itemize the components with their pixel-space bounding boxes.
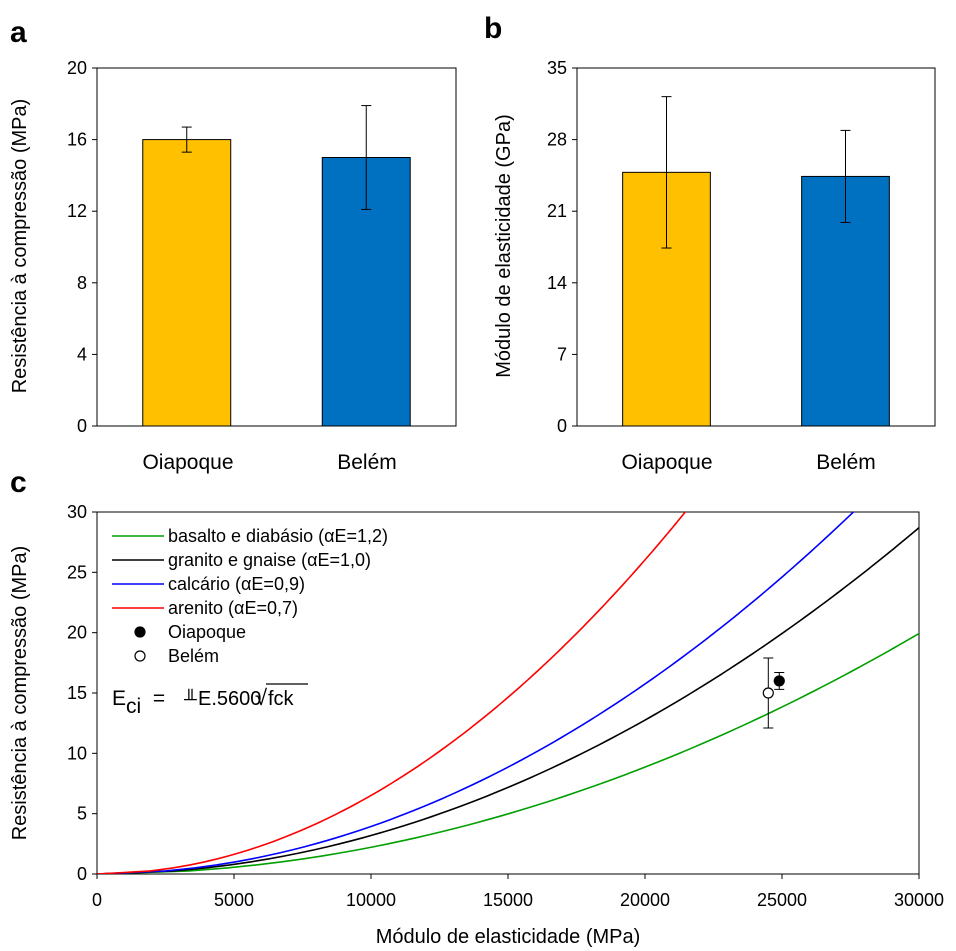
b-ytick-label-4: 28	[547, 130, 567, 150]
c-ytick-label-0: 0	[77, 864, 87, 884]
panel-c-formula: E ci = ╨ E.5600 √ fck	[112, 683, 308, 718]
panel-a-y-axis-label: Resistência à compressão (MPa)	[9, 99, 31, 394]
panel-label-a: a	[10, 16, 27, 49]
a-ytick-label-0: 0	[77, 416, 87, 436]
panel-c-x-ticks: 0 5000 10000 15000 20000 25000 30000	[92, 874, 944, 910]
a-ytick-label-3: 12	[67, 201, 87, 221]
c-curve-3	[97, 512, 687, 874]
c-point-0	[773, 675, 785, 687]
formula-ci: ci	[126, 695, 141, 718]
panel-a-category-1: Belém	[337, 451, 397, 474]
c-legend-label-3: arenito (αE=0,7)	[168, 598, 298, 618]
a-ytick-label-2: 8	[77, 273, 87, 293]
c-legend-marker-1	[134, 650, 146, 662]
c-legend-marker-0	[134, 626, 146, 638]
b-ytick-label-2: 14	[547, 273, 567, 293]
a-ytick-label-1: 4	[77, 344, 87, 364]
panel-c-x-axis-label: Módulo de elasticidade (MPa)	[376, 926, 641, 948]
c-xtick-label-4: 20000	[620, 890, 670, 910]
c-ytick-label-4: 20	[67, 623, 87, 643]
c-xtick-label-0: 0	[92, 890, 102, 910]
c-xtick-label-6: 30000	[894, 890, 944, 910]
b-ytick-label-3: 21	[547, 201, 567, 221]
panel-b-bars	[622, 171, 890, 427]
c-xtick-label-5: 25000	[757, 890, 807, 910]
a-ytick-label-5: 20	[67, 58, 87, 78]
c-ytick-label-5: 25	[67, 562, 87, 582]
formula-sqrt-symbol: √	[255, 685, 268, 710]
c-curve-1	[97, 526, 919, 874]
panel-a-plot-frame	[96, 67, 457, 427]
panel-c-curves	[97, 512, 919, 874]
formula-body: E.5600	[198, 688, 261, 710]
c-curve-2	[97, 512, 855, 874]
c-legend-point-label-1: Belém	[168, 646, 219, 666]
panel-b-y-axis-label: Módulo de elasticidade (GPa)	[493, 114, 515, 377]
c-ytick-label-2: 10	[67, 743, 87, 763]
panel-c-legend: basalto e diabásio (αE=1,2) granito e gna…	[112, 526, 388, 666]
panel-c-points	[762, 657, 785, 729]
formula-equals: =	[147, 687, 171, 710]
panel-c-y-axis-label: Resistência à compressão (MPa)	[9, 546, 31, 841]
a-bar-0	[142, 139, 232, 427]
panel-c-y-ticks: 0 5 10 15 20 25 30	[67, 502, 97, 884]
c-point-1	[762, 687, 774, 699]
c-curve-0	[97, 632, 919, 874]
c-ytick-label-3: 15	[67, 683, 87, 703]
panel-a-y-ticks: 0 4 8 12 16 20	[67, 58, 97, 436]
panel-a-category-0: Oiapoque	[142, 451, 233, 474]
b-ytick-label-0: 0	[557, 416, 567, 436]
panel-b-plot-frame	[576, 67, 936, 427]
panel-b-chart: 0 7 14 21 28 35 Oiapoque Belém Módulo de elas…	[493, 58, 936, 474]
c-ytick-label-1: 5	[77, 804, 87, 824]
c-ytick-label-6: 30	[67, 502, 87, 522]
a-ytick-label-4: 16	[67, 130, 87, 150]
panel-b-error-bars	[661, 96, 851, 249]
formula-fck: fck	[268, 688, 295, 710]
c-legend-label-1: granito e gnaise (αE=1,0)	[168, 550, 371, 570]
b-ytick-label-5: 35	[547, 58, 567, 78]
panel-b-y-ticks: 0 7 14 21 28 35	[547, 58, 577, 436]
c-legend-label-2: calcário (αE=0,9)	[168, 574, 305, 594]
panel-a-chart: 0 4 8 12 16 20 Oiapoque Belém Resistência à c…	[9, 58, 457, 474]
panel-c-chart: 0 5 10 15 20 25 30 0 5000 10000 15000 20000 25000 30…	[9, 502, 944, 948]
panel-label-b: b	[484, 12, 502, 45]
panel-b-category-1: Belém	[816, 451, 876, 474]
c-xtick-label-2: 10000	[346, 890, 396, 910]
c-xtick-label-1: 5000	[214, 890, 254, 910]
panel-b-category-0: Oiapoque	[621, 451, 712, 474]
panel-label-c: c	[10, 466, 27, 499]
formula-e: E	[112, 687, 126, 710]
panel-a-bars	[142, 139, 411, 427]
c-xtick-label-3: 15000	[483, 890, 533, 910]
c-legend-point-label-0: Oiapoque	[168, 622, 246, 642]
c-legend-label-0: basalto e diabásio (αE=1,2)	[168, 526, 388, 546]
formula-alpha-symbol: ╨	[183, 688, 197, 709]
b-ytick-label-1: 7	[557, 344, 567, 364]
panel-a-error-bars	[181, 105, 372, 210]
